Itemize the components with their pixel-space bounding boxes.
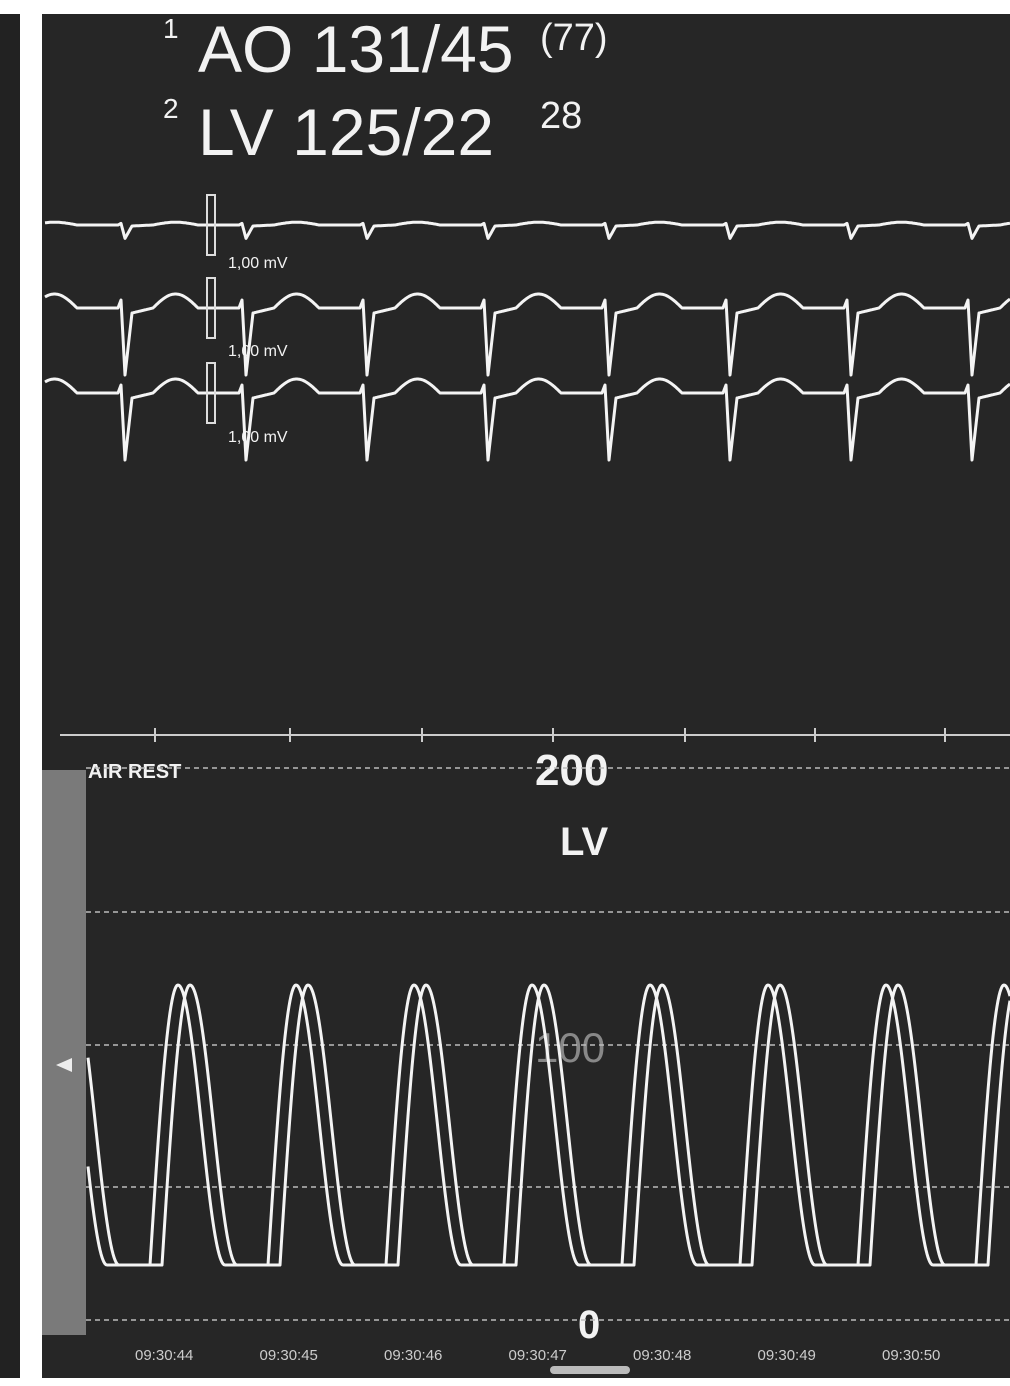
- mode-label: AIR REST: [88, 761, 181, 783]
- ecg-scale: 1,00 mV: [228, 429, 288, 446]
- scale-bottom: 0: [578, 1303, 600, 1347]
- time-label: 09:30:46: [384, 1347, 442, 1364]
- time-label: 09:30:47: [509, 1347, 567, 1364]
- ecg-scale: 1,00 mV: [228, 343, 288, 360]
- pressure-readout: AO 131/45: [198, 12, 514, 86]
- left-panel: [0, 14, 20, 1378]
- scale-bar: [42, 770, 86, 1335]
- time-label: 09:30:44: [135, 1347, 193, 1364]
- time-label: 09:30:49: [758, 1347, 816, 1364]
- time-label: 09:30:50: [882, 1347, 940, 1364]
- channel-number: 2: [163, 93, 179, 124]
- scale-top: 200: [535, 746, 608, 795]
- monitor-photo: 1 AO 131/45 (77) 2 LV 125/22 28 AIR REST…: [0, 0, 1010, 1386]
- channel-number: 1: [163, 13, 179, 44]
- time-label: 09:30:45: [260, 1347, 318, 1364]
- scroll-handle[interactable]: [550, 1366, 630, 1374]
- ecg-scale: 1,00 mV: [228, 255, 288, 272]
- mean-readout: (77): [540, 17, 608, 59]
- channel-label: LV: [560, 820, 608, 864]
- mean-readout: 28: [540, 95, 582, 137]
- time-label: 09:30:48: [633, 1347, 691, 1364]
- pressure-readout: LV 125/22: [198, 95, 494, 169]
